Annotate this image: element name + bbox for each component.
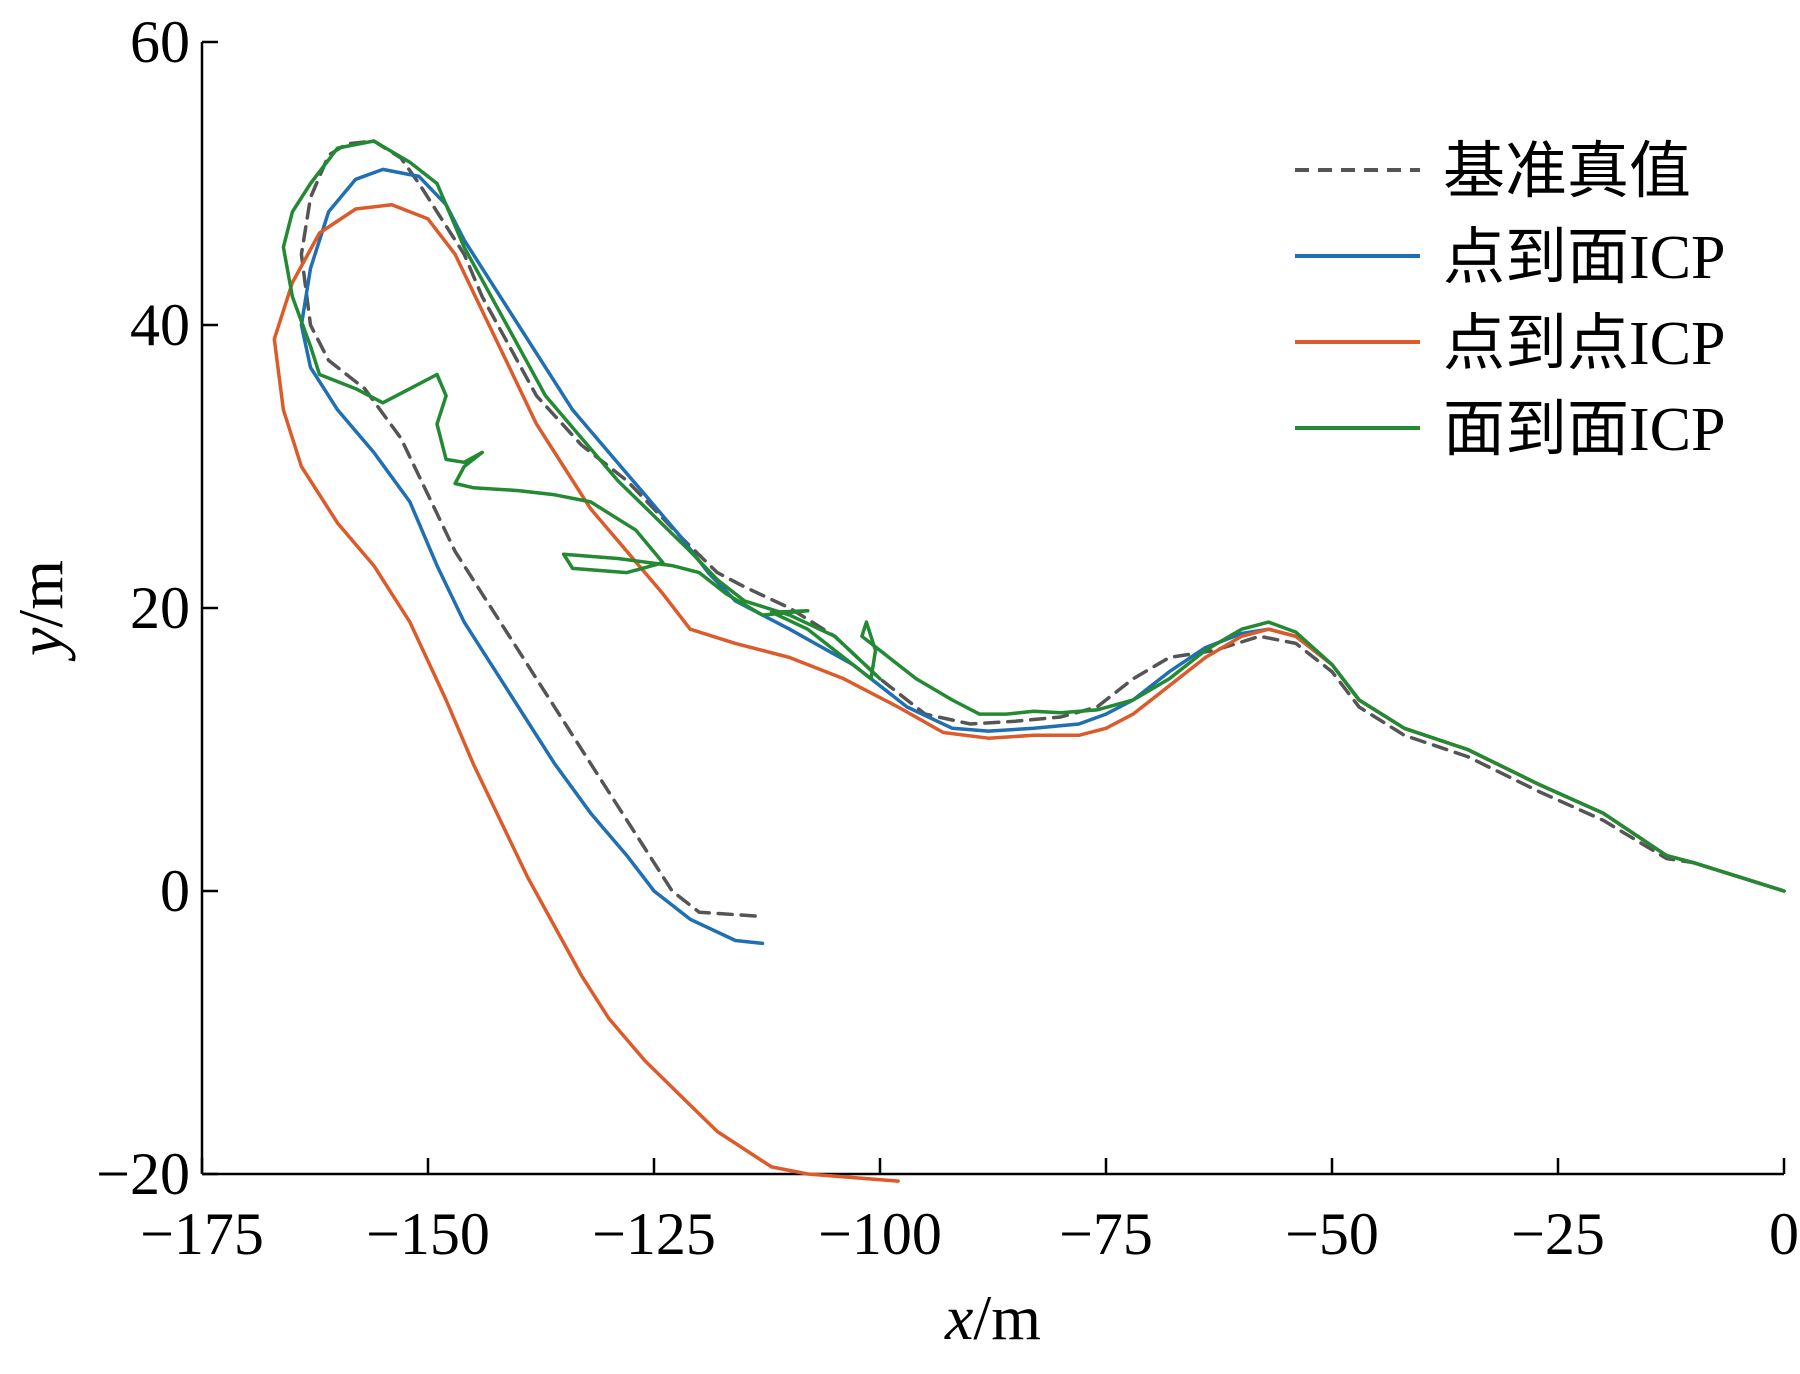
x-axis-title: x/m <box>944 1282 1041 1353</box>
y-axis-title: y/m <box>5 560 76 662</box>
x-tick-label: −175 <box>140 1201 264 1267</box>
x-tick-label: −125 <box>592 1201 716 1267</box>
y-tick-label: 0 <box>160 858 190 924</box>
axes: −175 −150 −125 −100 −75 −50 −25 0 −20 0 20 40 60 x/m y… <box>5 9 1799 1353</box>
series-line-4 <box>281 139 1786 893</box>
plot-area <box>272 139 1786 1183</box>
y-tick-label: 40 <box>130 292 190 358</box>
x-tick-label: −50 <box>1285 1201 1379 1267</box>
series-line-1 <box>299 139 1786 919</box>
y-tick-label: 60 <box>130 9 190 75</box>
x-tick-label: −100 <box>818 1201 942 1267</box>
legend-label-3: 点到点ICP <box>1443 310 1725 378</box>
x-tick-label: −75 <box>1059 1201 1153 1267</box>
x-tick-label: −25 <box>1511 1201 1605 1267</box>
legend-label-2: 点到面ICP <box>1443 224 1725 292</box>
legend-label-4: 面到面ICP <box>1443 396 1725 464</box>
x-tick-label: −150 <box>366 1201 490 1267</box>
y-tick-label: −20 <box>96 1141 190 1207</box>
y-tick-label: 20 <box>130 575 190 641</box>
x-tick-label: 0 <box>1769 1201 1799 1267</box>
legend-label-1: 基准真值 <box>1443 138 1691 206</box>
